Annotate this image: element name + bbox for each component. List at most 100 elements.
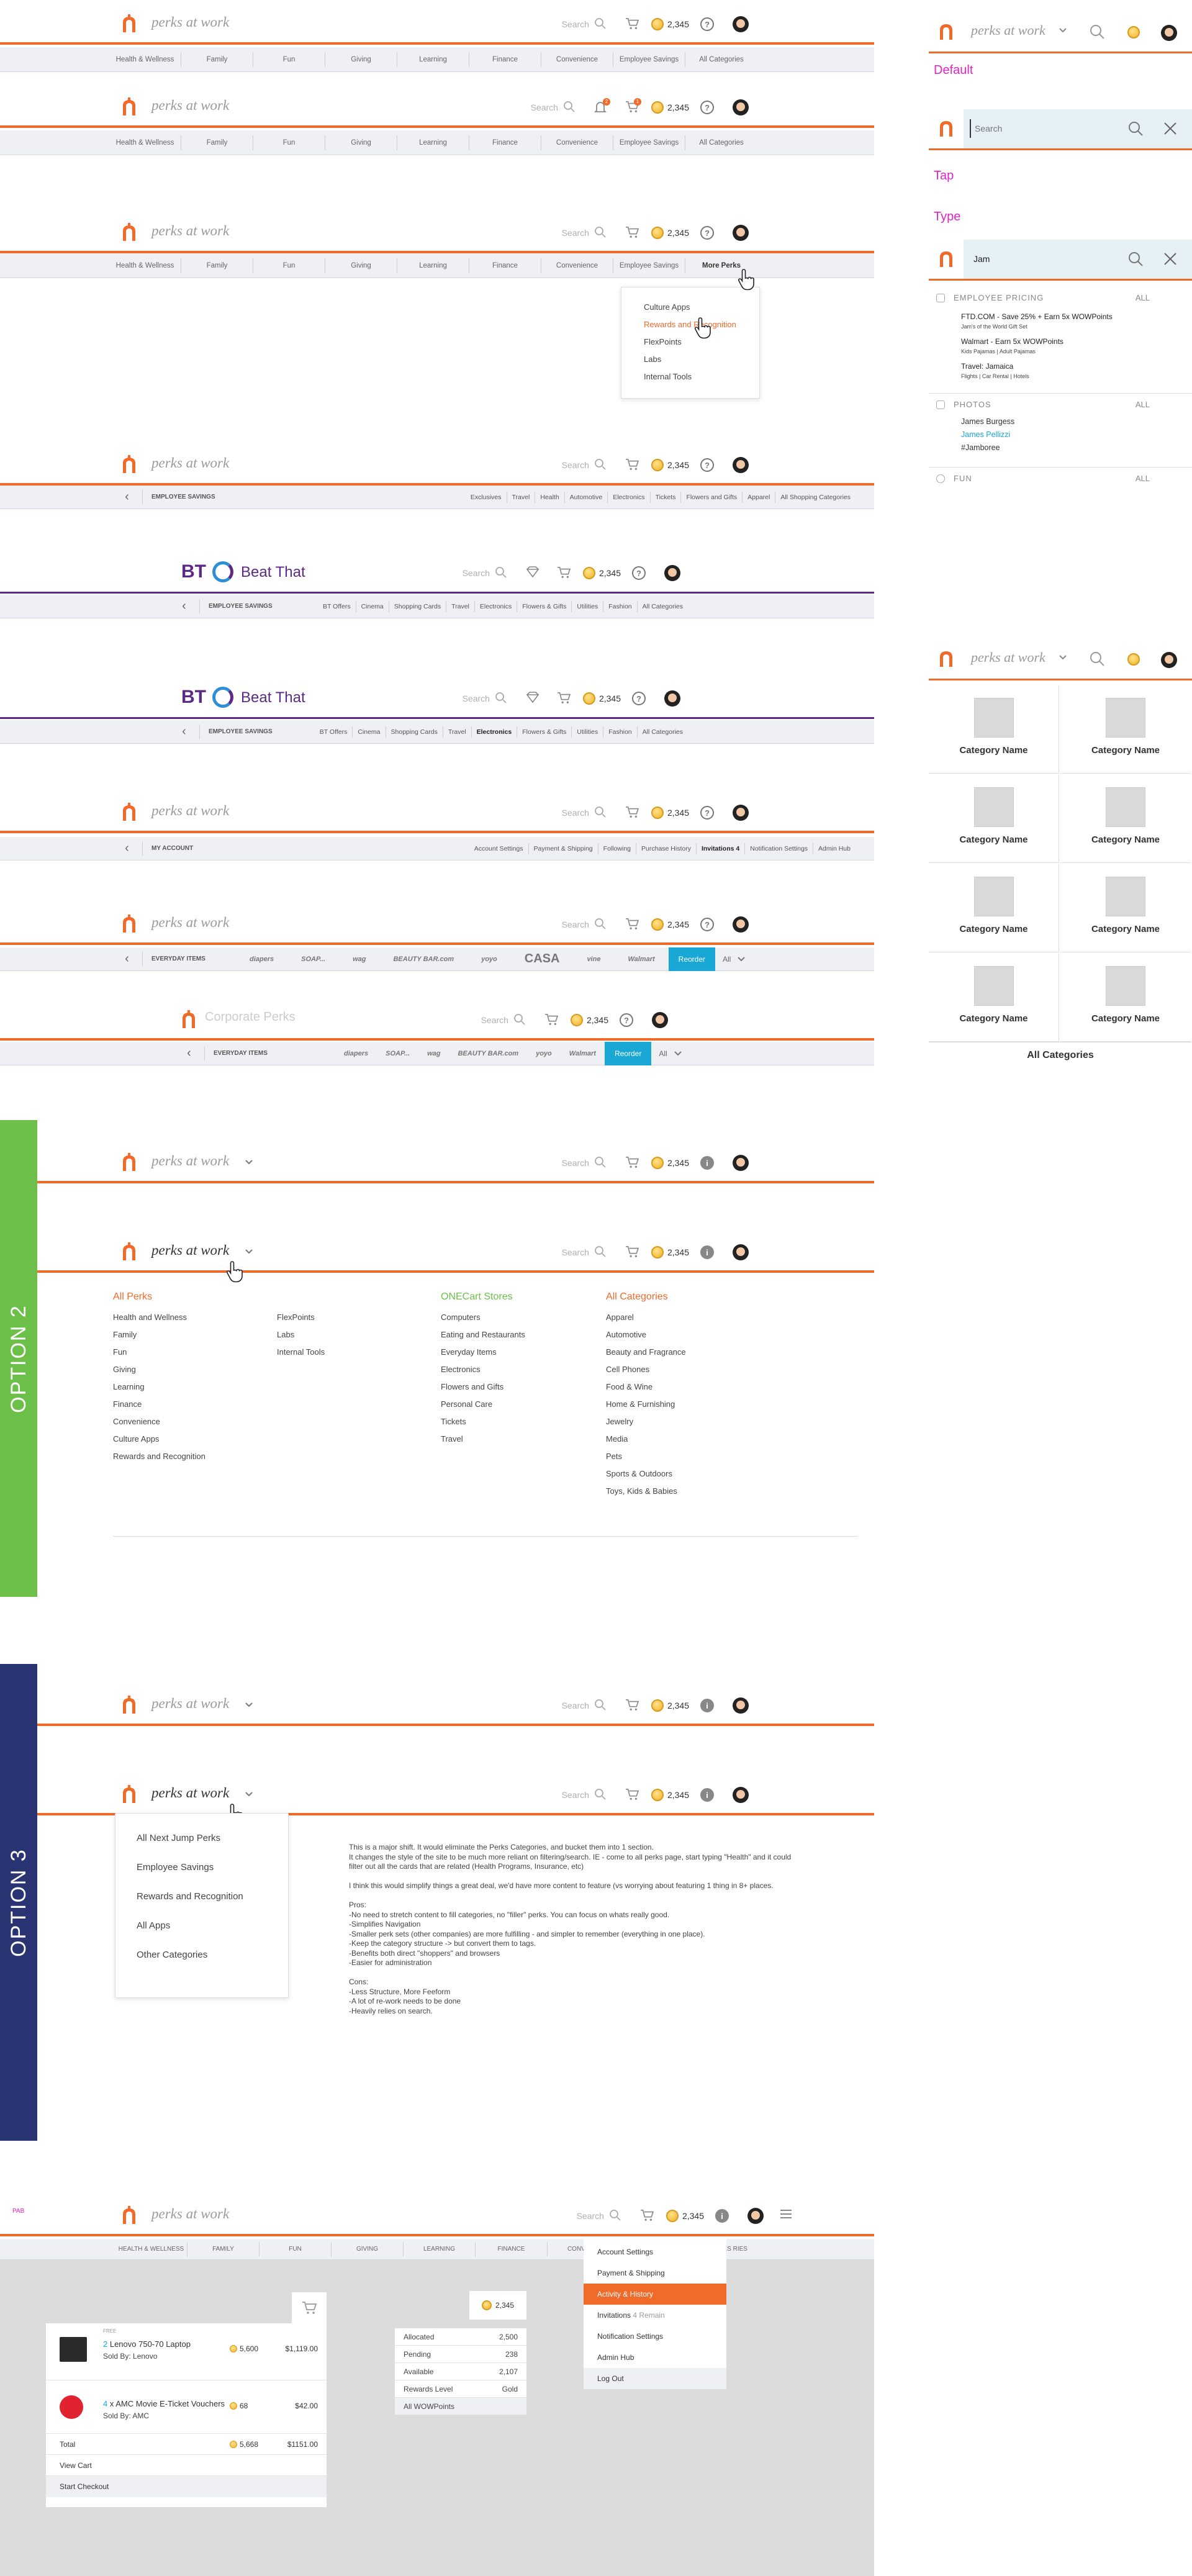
account-menu-item[interactable]: Admin Hub	[597, 2353, 634, 2362]
help-icon[interactable]: ?	[620, 1013, 633, 1027]
more-perks-menu-item[interactable]: Labs	[644, 355, 662, 364]
search-result-item[interactable]: FTD.COM - Save 25% + Earn 5x WOWPoints J…	[929, 307, 1192, 332]
nav-item[interactable]: Employee Savings	[613, 135, 685, 150]
mega-menu-item[interactable]: Fun	[113, 1347, 127, 1357]
category-tile[interactable]: Category Name	[929, 954, 1059, 1042]
chevron-down-icon[interactable]	[1059, 27, 1067, 34]
brand-logo[interactable]: yoyo	[536, 1049, 552, 1057]
sub-nav-item[interactable]: Notification Settings	[745, 843, 814, 854]
search-icon[interactable]	[513, 1013, 526, 1026]
nav-item[interactable]: Finance	[469, 258, 541, 273]
avatar[interactable]	[1161, 25, 1177, 41]
nav-item[interactable]: Health & Wellness	[109, 52, 181, 67]
sub-nav-item[interactable]: Purchase History	[636, 843, 697, 854]
brand-logo[interactable]: CASA	[524, 952, 560, 965]
brand-logo[interactable]: diapers	[344, 1049, 369, 1057]
option3-menu-item[interactable]: All Next Jump Perks	[137, 1833, 221, 1843]
chevron-down-icon[interactable]	[1059, 654, 1067, 661]
search-icon[interactable]	[1127, 120, 1144, 137]
mega-menu-item[interactable]: Jewelry	[606, 1417, 634, 1426]
search-label[interactable]: Search	[561, 460, 589, 470]
nav-item[interactable]: Giving	[325, 258, 397, 273]
sub-nav-item[interactable]: Cinema	[356, 600, 389, 612]
nav-item[interactable]: Convenience	[541, 135, 613, 150]
cart-item[interactable]: FREE 2 Lenovo 750-70 Laptop Sold By: Len…	[46, 2323, 327, 2380]
search-icon[interactable]	[594, 1788, 607, 1801]
chevron-down-icon[interactable]	[245, 1791, 253, 1797]
all-wowpoints-link[interactable]: All WOWPoints	[395, 2398, 526, 2415]
wowpoints-button[interactable]: 2,345	[582, 567, 632, 579]
sub-nav-item[interactable]: All Categories	[642, 728, 683, 736]
wowpoints-button[interactable]: 2,345	[651, 918, 700, 931]
result-section-all-link[interactable]: ALL	[1135, 293, 1150, 302]
more-perks-menu-item[interactable]: FlexPoints	[644, 337, 682, 346]
mega-menu-item[interactable]: Convenience	[113, 1417, 160, 1426]
search-label[interactable]: Search	[481, 1015, 508, 1025]
sub-nav-item[interactable]: Payment & Shipping	[529, 843, 598, 854]
search-label[interactable]: Search	[462, 694, 490, 703]
offers-button[interactable]	[526, 566, 540, 580]
mega-menu-item[interactable]: Computers	[441, 1313, 481, 1322]
wowpoints-button[interactable]: 2,345	[651, 227, 700, 239]
search-input[interactable]	[970, 250, 1119, 268]
mega-menu-item[interactable]: Giving	[113, 1365, 136, 1374]
search-icon[interactable]	[594, 918, 607, 930]
brand-dropdown-toggle[interactable]	[245, 1789, 253, 1801]
brand-logo[interactable]: SOAP...	[301, 955, 326, 963]
mega-menu-item[interactable]: Internal Tools	[277, 1347, 325, 1357]
mega-menu-item[interactable]: Finance	[113, 1399, 142, 1409]
search-label[interactable]: Search	[462, 568, 490, 578]
chevron-down-icon[interactable]	[245, 1702, 253, 1708]
result-section-all-link[interactable]: ALL	[1135, 474, 1150, 483]
menu-button[interactable]	[780, 2209, 793, 2223]
nav-item[interactable]: HEALTH & WELLNESS	[115, 2241, 187, 2257]
sub-nav-item[interactable]: Utilities	[572, 600, 604, 612]
more-perks-menu-item[interactable]: Culture Apps	[644, 302, 690, 312]
cart-button[interactable]	[544, 1013, 559, 1027]
wowpoints-button[interactable]: 2,345	[651, 18, 700, 30]
mega-menu-item[interactable]: Flowers and Gifts	[441, 1382, 504, 1391]
avatar[interactable]	[733, 1155, 749, 1171]
mega-menu-item[interactable]: Toys, Kids & Babies	[606, 1486, 677, 1496]
brand-logo[interactable]: diapers	[250, 955, 274, 963]
mega-menu-item[interactable]: Cell Phones	[606, 1365, 650, 1374]
sub-nav-item[interactable]: Travel	[507, 491, 536, 503]
chevron-down-icon[interactable]	[674, 1051, 682, 1057]
sub-nav-item[interactable]: Electronics	[608, 491, 651, 503]
cart-button[interactable]	[640, 2209, 654, 2223]
category-tile[interactable]: Category Name	[929, 775, 1059, 863]
nav-item[interactable]: Family	[181, 52, 253, 67]
info-icon[interactable]: i	[700, 1788, 714, 1802]
account-menu-item[interactable]: Invitations 4 Remain	[597, 2311, 665, 2320]
all-dropdown[interactable]: All	[715, 955, 753, 964]
option3-menu-item[interactable]: Other Categories	[137, 1950, 208, 1960]
more-perks-menu-item[interactable]: Rewards and Recognition	[644, 320, 736, 329]
wowpoints-button[interactable]: 2,345	[651, 1789, 700, 1801]
mega-menu-item[interactable]: Pets	[606, 1452, 623, 1461]
avatar[interactable]	[1161, 652, 1177, 668]
search-button[interactable]	[594, 17, 608, 31]
nav-item[interactable]: Family	[181, 135, 253, 150]
sub-nav-item[interactable]: Travel	[443, 726, 472, 738]
search-icon[interactable]	[594, 1699, 607, 1711]
all-categories-link[interactable]: All Categories	[929, 1042, 1192, 1061]
sub-nav-item[interactable]: Exclusives	[466, 491, 507, 503]
brand-dropdown-toggle[interactable]	[245, 1157, 253, 1168]
wowpoints-button[interactable]: 2,345	[651, 459, 700, 471]
help-icon[interactable]: ?	[700, 806, 714, 820]
mega-menu-item[interactable]: Tickets	[441, 1417, 466, 1426]
sub-nav-item[interactable]: Electronics	[475, 600, 518, 612]
mega-menu-item[interactable]: Rewards and Recognition	[113, 1452, 205, 1461]
search-icon[interactable]	[563, 101, 576, 113]
sub-nav-item[interactable]: Apparel	[743, 491, 776, 503]
sub-nav-item[interactable]: Account Settings	[469, 843, 529, 854]
help-icon[interactable]: ?	[632, 566, 646, 580]
search-button[interactable]	[495, 692, 508, 705]
account-menu-item[interactable]: Activity & History	[584, 2284, 726, 2305]
nav-item[interactable]: All Categories	[699, 55, 744, 63]
sub-nav-item[interactable]: Travel	[446, 600, 475, 612]
brand-dropdown-toggle[interactable]	[245, 1247, 253, 1258]
avatar[interactable]	[733, 457, 749, 473]
chevron-down-icon[interactable]	[245, 1159, 253, 1165]
sub-nav-item[interactable]: BT Offers	[315, 726, 353, 738]
